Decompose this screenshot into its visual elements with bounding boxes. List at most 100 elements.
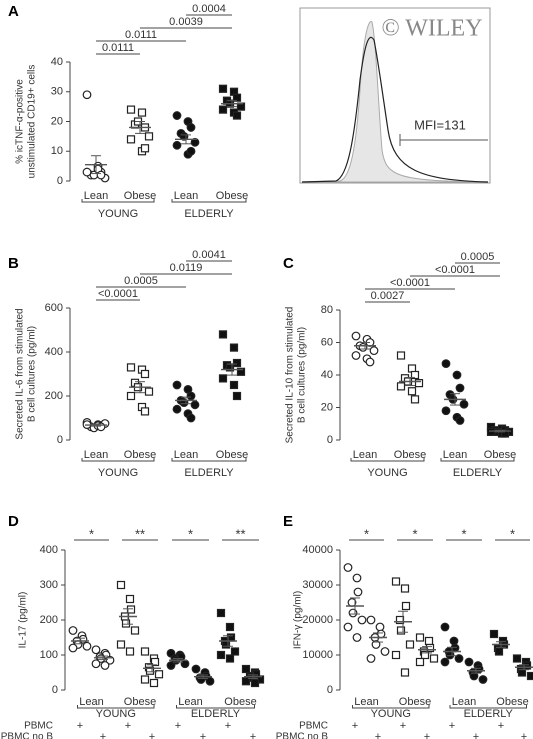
row-cell: + [77, 720, 83, 732]
data-point [225, 622, 235, 632]
data-point [343, 563, 353, 572]
x-category-label: Obese [124, 190, 156, 202]
y-tick-label: 40000 [302, 544, 333, 556]
data-point [415, 657, 425, 667]
y-tick-label: 20 [321, 401, 333, 413]
data-point [82, 167, 92, 177]
data-point [405, 640, 415, 649]
data-point [137, 108, 147, 117]
x-category-label: Lean [84, 190, 108, 202]
y-axis-label: B cell cultures (pg/ml) [27, 326, 38, 422]
row-cell: + [498, 720, 504, 732]
x-category-label: Obese [496, 696, 528, 708]
y-tick-label: 0 [327, 684, 333, 696]
x-category-label: Obese [484, 449, 516, 461]
data-point [190, 137, 200, 147]
row-cell: + [375, 731, 381, 739]
data-point [205, 676, 215, 686]
y-tick-label: 20000 [302, 614, 333, 626]
data-point [455, 416, 465, 425]
data-point [229, 380, 239, 390]
x-category-label: Lean [452, 696, 476, 708]
data-point [100, 661, 110, 670]
x-category-label: Obese [216, 449, 248, 461]
group-bracket [350, 458, 425, 462]
data-point [352, 573, 362, 583]
row-cell: + [424, 731, 430, 739]
row-cell: + [225, 720, 231, 732]
data-point [218, 84, 228, 93]
data-point [172, 111, 182, 120]
data-point [126, 605, 136, 614]
group-bracket [81, 458, 155, 462]
data-point [126, 391, 136, 401]
data-point [216, 650, 226, 660]
y-tick-label: 0 [327, 434, 333, 446]
data-point [380, 647, 390, 656]
data-point [351, 331, 361, 341]
row-cell: + [175, 720, 181, 732]
data-point [459, 399, 469, 409]
panel-letter: E [283, 513, 293, 530]
y-axis-label: Secreted IL-10 from stimulated [285, 307, 296, 444]
significance-mark: * [510, 526, 515, 541]
row-cell: + [449, 720, 455, 732]
data-point [343, 622, 353, 632]
data-point [369, 346, 379, 356]
row-cell: + [352, 720, 358, 732]
y-tick-label: 40 [321, 369, 333, 381]
data-point [232, 111, 242, 120]
row-cell: + [125, 720, 131, 732]
data-point [371, 640, 381, 649]
data-point [91, 659, 101, 669]
p-value: 0.0111 [125, 29, 157, 41]
y-tick-label: 100 [40, 649, 58, 661]
data-point [352, 633, 362, 642]
data-point [357, 615, 367, 625]
p-value: 0.0119 [170, 262, 203, 274]
p-value: 0.0039 [169, 16, 203, 28]
data-point [391, 650, 401, 660]
x-category-label: Lean [178, 696, 202, 708]
data-point [512, 654, 522, 663]
data-point [353, 587, 363, 597]
row-cell: + [200, 731, 206, 739]
data-point [126, 105, 136, 114]
data-point [441, 359, 451, 369]
data-point [218, 330, 228, 339]
data-point [236, 367, 246, 376]
data-point [400, 584, 410, 593]
histogram-frame [299, 7, 491, 184]
data-point [180, 659, 190, 669]
significance-mark: * [89, 526, 94, 541]
data-point [121, 619, 131, 628]
mfi-annotation: MFI=131 [414, 117, 466, 132]
data-point [250, 678, 260, 688]
data-point [494, 647, 504, 656]
data-point [232, 93, 242, 102]
data-point [452, 370, 462, 380]
group-label: ELDERLY [464, 708, 514, 720]
data-point [126, 135, 136, 144]
data-point [241, 664, 251, 674]
data-point [526, 671, 533, 681]
data-point [225, 654, 235, 663]
p-value: 0.0041 [192, 249, 226, 261]
data-point [116, 580, 126, 590]
p-value: 0.0005 [124, 275, 158, 287]
x-category-label: Lean [79, 696, 103, 708]
data-point [190, 400, 200, 410]
p-value: 0.0004 [192, 3, 226, 15]
data-point [82, 90, 92, 100]
data-point [91, 645, 101, 655]
p-value: 0.0111 [102, 42, 134, 54]
data-point [351, 351, 361, 360]
data-point [149, 678, 159, 688]
y-tick-label: 40 [51, 56, 63, 68]
p-value: <0.0001 [390, 277, 430, 289]
stained-histogram [301, 37, 489, 183]
data-point [464, 657, 474, 667]
data-point [172, 140, 182, 150]
group-label: ELDERLY [184, 467, 234, 479]
data-point [454, 654, 464, 663]
